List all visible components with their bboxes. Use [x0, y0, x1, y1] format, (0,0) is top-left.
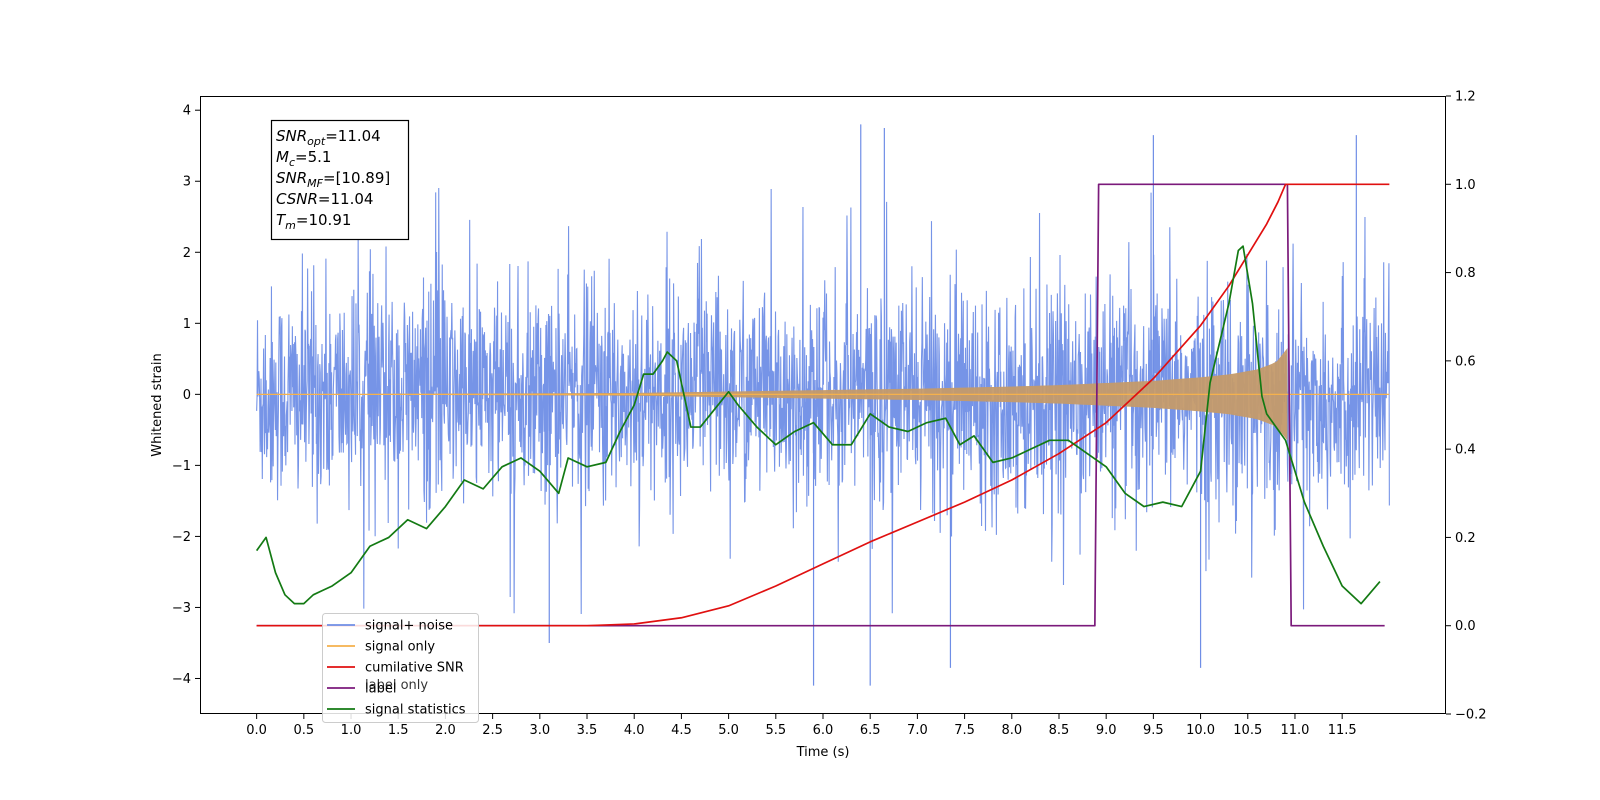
x-tick-label: 3.5 [577, 723, 598, 738]
x-axis-label: Time (s) [796, 745, 850, 760]
x-tick-label: 9.0 [1096, 723, 1117, 738]
y-tick-label: −2 [172, 530, 191, 545]
x-tick-label: 1.5 [388, 723, 409, 738]
x-tick-label: 8.5 [1049, 723, 1070, 738]
x-tick-label: 7.5 [954, 723, 975, 738]
x-tick-label: 10.0 [1186, 723, 1215, 738]
info-box: SNRopt=11.04Mc=5.1SNRMF=[10.89]CSNR=11.0… [270, 119, 410, 241]
y-tick-label: 4 [183, 104, 191, 119]
y2-tick-label: 0.2 [1455, 531, 1476, 546]
x-tick-label: 0.5 [293, 723, 314, 738]
legend-label: signal statistics [365, 703, 466, 718]
y2-tick-label: 0.6 [1455, 354, 1476, 369]
y-tick-label: 3 [183, 175, 191, 190]
series-signal-statistics [255, 245, 1381, 605]
y2-tick-label: 0.0 [1455, 619, 1476, 634]
legend: label only signal+ noise signal only cumila… [322, 613, 479, 723]
legend-frame [322, 613, 479, 723]
y-tick-label: 0 [183, 388, 191, 403]
y-tick-label: −3 [172, 601, 191, 616]
axes: 0.0 0.5 1.0 1.5 2.0 2.5 3.0 3.5 4.0 4.5 5.0 5.5 6.0 6… [172, 90, 1487, 739]
legend-ghost-text: label only [365, 678, 428, 693]
y-tick-label: 2 [183, 246, 191, 261]
x-tick-label: 5.0 [718, 723, 739, 738]
plot-area [255, 124, 1390, 686]
y-tick-label: 1 [183, 317, 191, 332]
x-tick-label: 11.0 [1280, 723, 1309, 738]
x-tick-label: 8.0 [1001, 723, 1022, 738]
series-cumilative-snr [256, 183, 1390, 627]
x-tick-label: 9.5 [1143, 723, 1164, 738]
x-tick-label: 4.5 [671, 723, 692, 738]
legend-label: label [365, 682, 396, 697]
x-tick-label: 2.5 [482, 723, 503, 738]
y-tick-label: −1 [172, 459, 191, 474]
y2-tick-label: 0.4 [1455, 443, 1476, 458]
info-line: SNRMF=[10.89] [276, 169, 390, 190]
info-line: SNRopt=11.04 [276, 127, 381, 148]
info-line: Tm=10.91 [276, 211, 351, 232]
info-line: CSNR=11.04 [276, 190, 373, 208]
x-tick-label: 0.0 [246, 723, 267, 738]
y2-tick-label: 0.8 [1455, 266, 1476, 281]
info-line: Mc=5.1 [276, 148, 331, 169]
x-tick-label: 1.0 [341, 723, 362, 738]
x-tick-label: 2.0 [435, 723, 456, 738]
y2-tick-label: 1.2 [1455, 90, 1476, 105]
plot-frame [200, 96, 1446, 714]
x-tick-label: 6.0 [813, 723, 834, 738]
y-axis-label: Whitened strain [150, 353, 165, 456]
y-tick-label: −4 [172, 672, 191, 687]
x-tick-label: 11.5 [1328, 723, 1357, 738]
x-tick-label: 5.5 [765, 723, 786, 738]
x-tick-label: 10.5 [1233, 723, 1262, 738]
info-box-frame [270, 119, 410, 241]
y2-tick-label: −0.2 [1455, 708, 1487, 723]
y2-tick-label: 1.0 [1455, 178, 1476, 193]
x-tick-label: 3.0 [529, 723, 550, 738]
x-tick-label: 4.0 [624, 723, 645, 738]
x-tick-label: 6.5 [860, 723, 881, 738]
legend-label: signal+ noise [365, 619, 453, 634]
series-label [256, 183, 1385, 627]
legend-label: signal only [365, 640, 435, 655]
legend-label: cumilative SNR [365, 661, 464, 676]
x-tick-label: 7.0 [907, 723, 928, 738]
